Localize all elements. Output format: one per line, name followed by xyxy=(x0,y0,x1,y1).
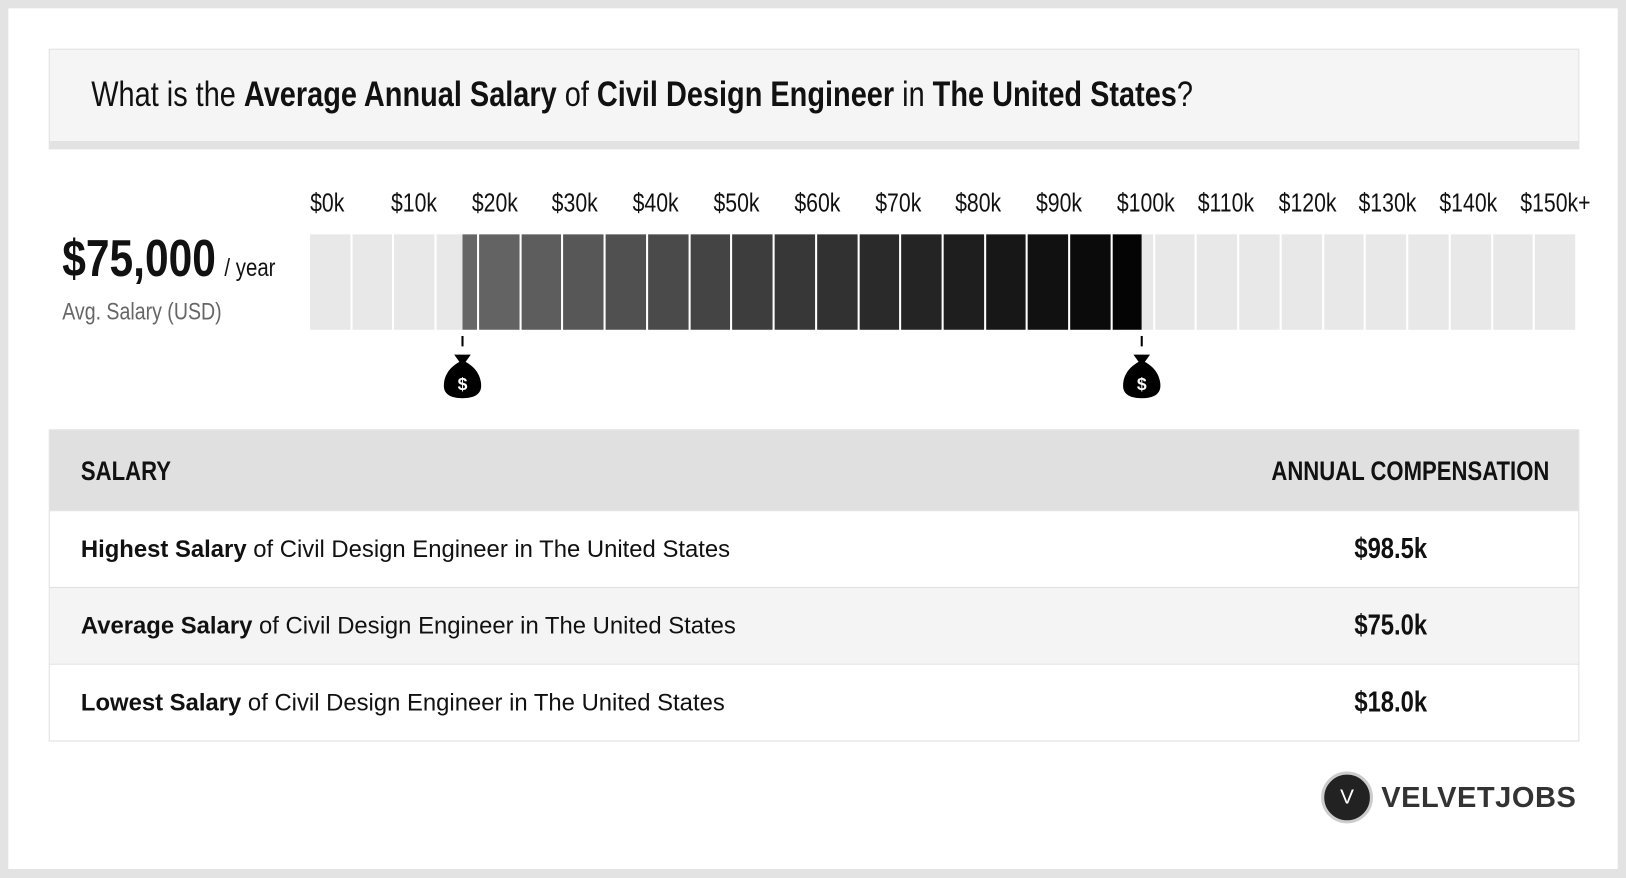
bar-segment-empty xyxy=(1492,234,1533,330)
salary-table: SALARY ANNUAL COMPENSATION Highest Salar… xyxy=(48,429,1580,742)
bar-segment-empty xyxy=(1239,234,1280,330)
bar-segment-empty xyxy=(1450,234,1491,330)
bar-segment-empty xyxy=(1142,234,1153,330)
page-title: What is the Average Annual Salary of Civ… xyxy=(91,74,1193,115)
tick-label: $140k xyxy=(1439,188,1498,218)
title-box: What is the Average Annual Salary of Civ… xyxy=(48,48,1580,150)
tick-label: $50k xyxy=(713,188,760,218)
tick-label: $40k xyxy=(632,188,679,218)
bar-segment-filled xyxy=(943,234,984,330)
bar-segment-empty xyxy=(1366,234,1407,330)
row-value: $98.5k xyxy=(1354,531,1428,565)
tick-label: $30k xyxy=(552,188,599,218)
bar-segment-filled xyxy=(563,234,604,330)
header-salary: SALARY xyxy=(80,455,171,487)
table-header: SALARY ANNUAL COMPENSATION xyxy=(49,430,1579,511)
tick-label: $110k xyxy=(1197,188,1254,218)
tick-label: $0k xyxy=(310,188,345,218)
row-value: $75.0k xyxy=(1354,608,1428,641)
bar-segment-filled xyxy=(1028,234,1069,330)
tick-label: $90k xyxy=(1036,188,1083,218)
bar-segment-empty xyxy=(436,234,463,330)
bar-segment-filled xyxy=(859,234,900,330)
tick-label: $80k xyxy=(955,188,1002,218)
tick-label: $120k xyxy=(1278,188,1337,218)
bar-segment-filled xyxy=(774,234,815,330)
bar-segment-empty xyxy=(352,234,393,330)
bar-segment-filled xyxy=(816,234,858,330)
bar-segment-empty xyxy=(1154,234,1196,330)
bar-segment-filled xyxy=(901,234,942,330)
tick-label: $70k xyxy=(874,188,921,218)
bar-segment-filled xyxy=(479,234,520,330)
bar-segment-filled xyxy=(985,234,1027,330)
bar-segment-empty xyxy=(310,234,351,330)
bar-segment-empty xyxy=(1408,234,1449,330)
bar-segment-empty xyxy=(1535,234,1576,330)
bar-segment-filled xyxy=(647,234,689,330)
tick-label: $150k+ xyxy=(1520,188,1591,218)
row-label: Highest Salary of Civil Design Engineer … xyxy=(80,535,731,563)
money-bag-icon: $ xyxy=(441,334,482,406)
money-bag-icon: $ xyxy=(1121,334,1162,406)
average-salary-value: $75,000 xyxy=(62,229,216,288)
bar-segment-filled xyxy=(690,234,731,330)
average-salary-label: Avg. Salary (USD) xyxy=(62,297,222,325)
table-row: Highest Salary of Civil Design Engineer … xyxy=(49,510,1579,587)
table-row: Lowest Salary of Civil Design Engineer i… xyxy=(49,663,1579,741)
bar-segment-empty xyxy=(1281,234,1322,330)
bar-segment-filled xyxy=(521,234,562,330)
average-salary: $75,000 / year xyxy=(62,228,322,288)
tick-label: $100k xyxy=(1116,188,1175,218)
svg-text:$: $ xyxy=(1137,374,1147,394)
tick-label: $10k xyxy=(390,188,437,218)
logo-text: VELVETJOBS xyxy=(1381,780,1577,814)
table-row: Average Salary of Civil Design Engineer … xyxy=(49,586,1579,664)
tick-label: $130k xyxy=(1358,188,1417,218)
bar-segment-filled xyxy=(1112,234,1143,330)
bar-segment-filled xyxy=(605,234,646,330)
average-salary-unit: / year xyxy=(224,254,276,283)
velvetjobs-logo[interactable]: V VELVETJOBS xyxy=(1321,771,1577,824)
header-annual-compensation: ANNUAL COMPENSATION xyxy=(1271,455,1550,487)
row-label: Lowest Salary of Civil Design Engineer i… xyxy=(80,688,725,716)
row-value: $18.0k xyxy=(1354,685,1428,718)
tick-label: $20k xyxy=(471,188,518,218)
row-label: Average Salary of Civil Design Engineer … xyxy=(80,611,736,639)
bar-segment-empty xyxy=(1323,234,1364,330)
logo-mark: V xyxy=(1321,771,1373,824)
bar-segment-filled xyxy=(462,234,477,330)
bar-segment-empty xyxy=(1197,234,1238,330)
tick-label: $60k xyxy=(794,188,841,218)
bar-segment-empty xyxy=(394,234,435,330)
bar-segment-filled xyxy=(1070,234,1111,330)
svg-text:$: $ xyxy=(457,374,467,394)
bar-segment-filled xyxy=(732,234,773,330)
